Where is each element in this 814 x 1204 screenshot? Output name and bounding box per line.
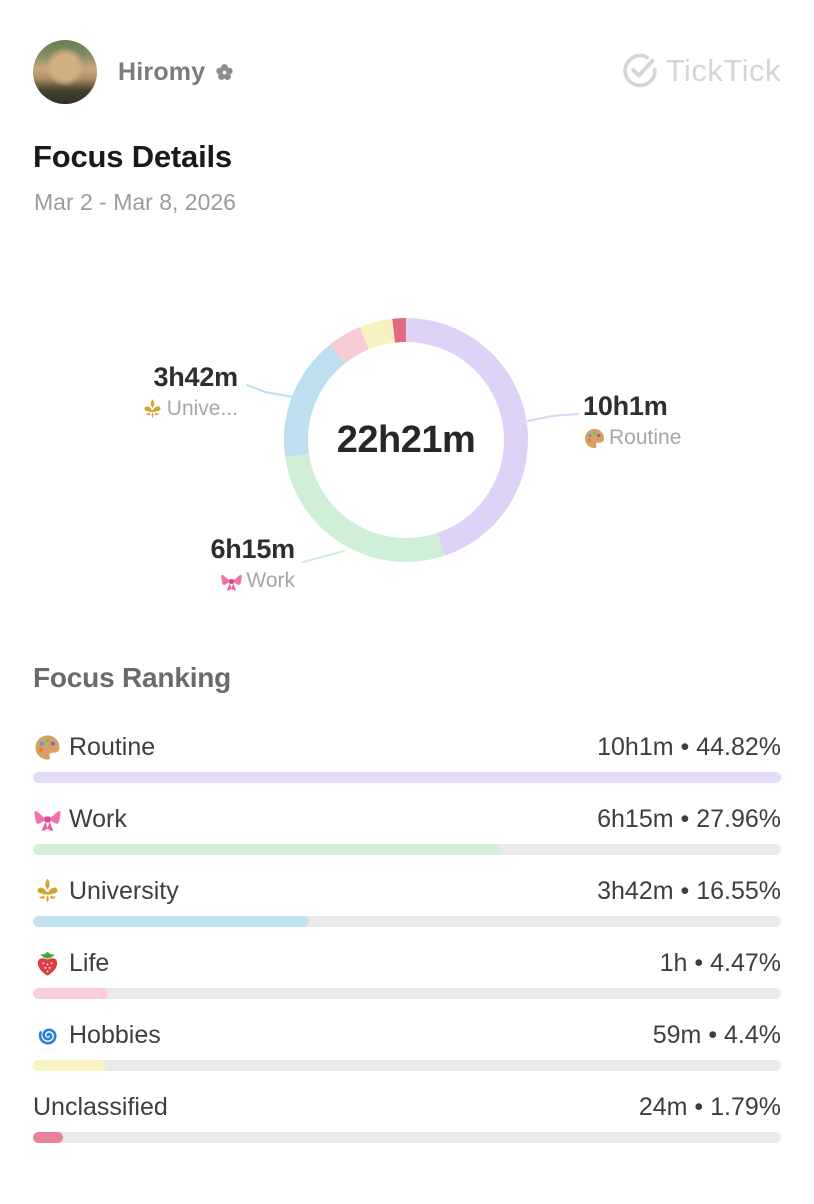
ranking-row-label: University [33,877,179,906]
ranking-row-value: 24m • 1.79% [638,1092,781,1121]
donut-segment-university [283,318,528,562]
progress-bar-track [33,772,781,783]
category-name: Work [69,804,127,833]
page-title: Focus Details [33,139,232,174]
cyclone-icon [33,1021,62,1050]
donut-segment-work [284,318,528,562]
callout-label: Work [210,569,295,593]
ranking-row-value: 10h1m • 44.82% [597,732,781,761]
progress-bar-fill [33,1132,63,1143]
focus-ranking-list: Routine 10h1m • 44.82% Work 6h15m • 27.9… [33,730,781,1143]
progress-bar-fill [33,844,500,855]
date-range: Mar 2 - Mar 8, 2026 [34,189,236,215]
progress-bar-fill [33,772,781,783]
ranking-row-value: 59m • 4.4% [652,1020,781,1049]
ranking-row-label: Life [33,949,109,978]
callout-label: Routine [583,426,681,450]
progress-bar-track [33,844,781,855]
ranking-row-label: Hobbies [33,1021,161,1050]
callout-value: 6h15m [210,534,295,564]
progress-bar-track [33,1060,781,1071]
fleur-de-lis-icon [141,398,164,421]
ranking-row-value: 6h15m • 27.96% [597,804,781,833]
fleur-de-lis-icon [33,877,62,906]
ticktick-logo: TickTick [621,52,781,90]
progress-bar-track [33,988,781,999]
focus-ranking-section: Focus Ranking Routine 10h1m • 44.82% Wor… [33,662,781,1143]
ranking-row-value: 1h • 4.47% [659,948,781,977]
category-name: Hobbies [69,1020,161,1049]
callout-routine: 10h1m Routine [583,391,681,450]
callout-label: Unive... [141,397,238,421]
category-name: University [69,876,179,905]
callout-label-text: Work [246,569,295,592]
focus-donut-chart [283,318,528,562]
callout-university: 3h42m Unive... [141,362,238,421]
ranking-row: Work 6h15m • 27.96% [33,802,781,855]
category-name: Life [69,948,110,977]
category-name: Unclassified [33,1092,168,1121]
ranking-row: Routine 10h1m • 44.82% [33,730,781,783]
ranking-row: University 3h42m • 16.55% [33,874,781,927]
bow-icon [33,805,62,834]
callout-value: 10h1m [583,391,668,421]
ranking-row-label: Routine [33,733,155,762]
ranking-row-value: 3h42m • 16.55% [597,876,781,905]
progress-bar-fill [33,916,310,927]
user-name: Hiromy [118,57,206,86]
donut-segment-hobbies [284,318,528,562]
progress-bar-fill [33,988,108,999]
callout-value: 3h42m [153,362,238,392]
bow-icon [220,570,243,593]
palette-icon [33,733,62,762]
progress-bar-track [33,1132,781,1143]
total-focus-time: 22h21m [336,418,476,461]
donut-segment-unclassified [284,318,528,562]
callout-label-text: Routine [609,426,682,449]
ticktick-check-icon [621,52,659,90]
user-row: Hiromy [118,54,235,90]
ranking-row-label: Work [33,805,127,834]
progress-bar-track [33,916,781,927]
callout-label-text: Unive... [166,397,238,420]
palette-icon [583,427,606,450]
focus-ranking-title: Focus Ranking [33,662,232,693]
ticktick-wordmark: TickTick [665,53,781,88]
flower-icon [214,62,235,83]
ranking-row: Life 1h • 4.47% [33,946,781,999]
strawberry-icon [33,949,62,978]
progress-bar-fill [33,1060,107,1071]
callout-work: 6h15m Work [210,534,295,593]
ranking-row: Unclassified 24m • 1.79% [33,1090,781,1143]
ranking-row-label: Unclassified [33,1093,168,1122]
category-name: Routine [69,732,156,761]
ranking-row: Hobbies 59m • 4.4% [33,1018,781,1071]
donut-segment-routine [284,318,528,562]
avatar [33,40,97,104]
